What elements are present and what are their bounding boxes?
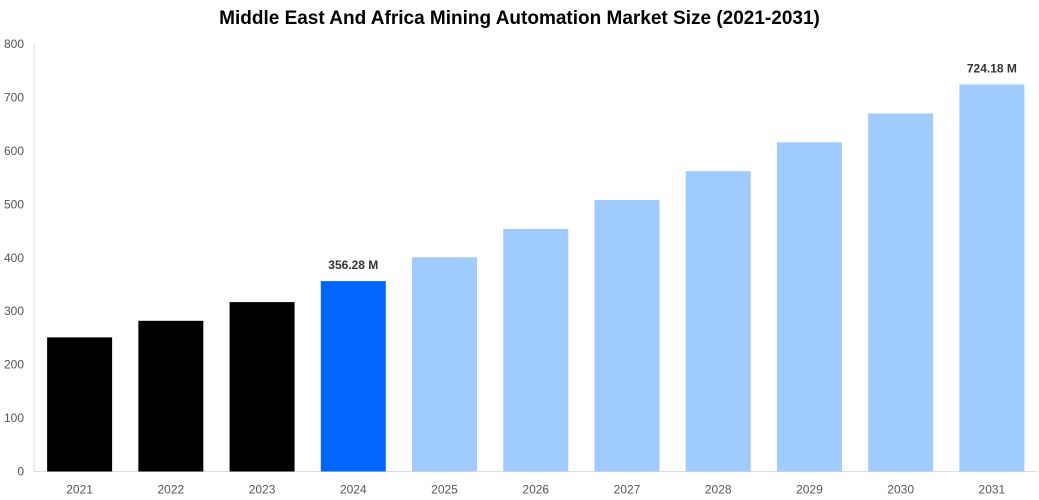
x-tick-label: 2023 <box>249 483 276 497</box>
bar-2028 <box>685 171 751 472</box>
y-tick-label: 800 <box>4 37 24 51</box>
bar-2022 <box>138 320 204 472</box>
y-tick-label: 700 <box>4 90 24 104</box>
bar-2021 <box>47 337 113 472</box>
x-tick-label: 2031 <box>979 483 1006 497</box>
x-tick-label: 2026 <box>522 483 549 497</box>
bar-2025 <box>412 257 478 472</box>
y-tick-label: 200 <box>4 358 24 372</box>
x-tick-label: 2027 <box>614 483 641 497</box>
x-tick-label: 2029 <box>796 483 823 497</box>
chart-title: Middle East And Africa Mining Automation… <box>219 8 820 29</box>
bar-2026 <box>503 228 569 472</box>
y-tick-label: 600 <box>4 144 24 158</box>
bar-2029 <box>776 142 842 472</box>
data-label-2024: 356.28 M <box>328 258 378 272</box>
x-tick-label: 2028 <box>705 483 732 497</box>
x-tick-label: 2030 <box>887 483 914 497</box>
bar-2031 <box>959 84 1025 472</box>
data-label-2031: 724.18 M <box>967 62 1017 76</box>
y-tick-label: 400 <box>4 251 24 265</box>
x-tick-label: 2022 <box>157 483 184 497</box>
x-tick-label: 2025 <box>431 483 458 497</box>
y-tick-label: 300 <box>4 304 24 318</box>
x-tick-label: 2021 <box>66 483 93 497</box>
bar-2023 <box>229 302 295 472</box>
bar-2030 <box>868 113 934 472</box>
y-tick-label: 100 <box>4 411 24 425</box>
bar-2024 <box>320 281 386 472</box>
x-tick-label: 2024 <box>340 483 367 497</box>
bar-2027 <box>594 200 660 472</box>
y-tick-label: 500 <box>4 197 24 211</box>
y-tick-label: 0 <box>17 465 24 479</box>
